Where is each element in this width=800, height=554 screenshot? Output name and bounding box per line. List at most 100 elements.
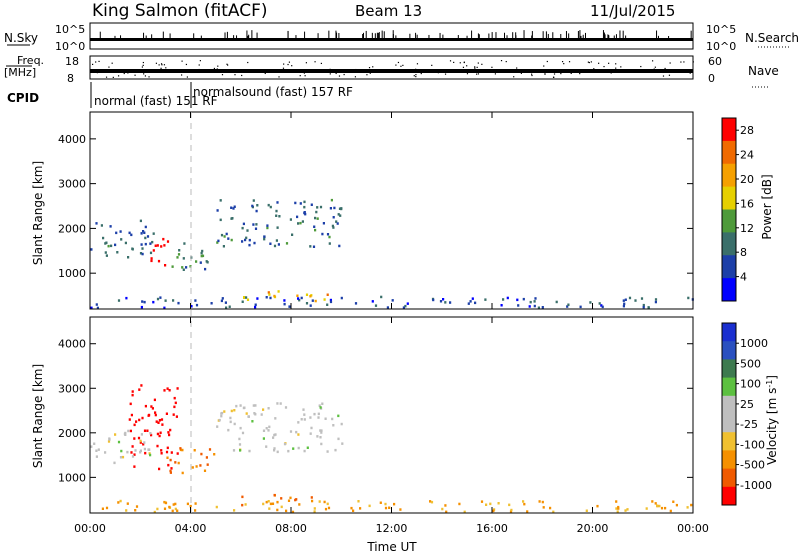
range-cell — [133, 465, 136, 468]
freq-dot — [459, 62, 461, 64]
range-cell — [189, 504, 192, 508]
freq-dot — [320, 62, 322, 65]
freq-dot — [329, 68, 331, 70]
range-cell — [624, 298, 627, 301]
y-tick-label: 3000 — [58, 382, 86, 395]
freq-dot — [142, 64, 144, 66]
range-cell — [310, 426, 313, 430]
freq-dot — [531, 73, 533, 75]
range-cell — [458, 502, 461, 506]
range-cell — [168, 433, 171, 437]
range-cell — [305, 293, 309, 296]
freq-dot — [587, 69, 589, 71]
range-cell — [277, 243, 280, 246]
range-cell — [241, 503, 244, 507]
range-cell — [616, 510, 619, 513]
range-cell — [321, 402, 324, 405]
range-cell — [140, 232, 143, 235]
range-cell — [303, 413, 306, 416]
power-colorbar-label: Power [dB] — [760, 174, 774, 239]
x-tick-label: 12:00 — [376, 522, 408, 535]
range-cell — [516, 298, 519, 302]
range-cell — [444, 301, 447, 304]
range-cell — [393, 502, 396, 506]
freq-dot — [155, 62, 158, 64]
range-cell — [299, 221, 302, 225]
range-cell — [510, 508, 513, 512]
range-cell — [522, 500, 525, 503]
range-cell — [228, 305, 231, 308]
range-cell — [326, 450, 329, 453]
freq-dot — [477, 62, 479, 64]
range-cell — [276, 201, 279, 204]
range-cell — [143, 231, 146, 234]
range-cell — [109, 225, 112, 228]
range-cell — [244, 503, 247, 506]
freq-dot — [221, 74, 224, 76]
range-cell — [267, 500, 270, 503]
range-cell — [322, 222, 325, 225]
range-cell — [337, 414, 340, 418]
freq-dot — [603, 65, 605, 68]
range-cell — [205, 456, 208, 459]
range-cell — [296, 215, 299, 219]
range-cell — [252, 404, 255, 407]
time-axis: 00:00 04:00 08:00 12:00 16:00 20:00 00:00 — [74, 112, 709, 535]
colorbar-tick-label: 16 — [740, 197, 754, 210]
range-cell — [131, 248, 134, 251]
freq-dot — [620, 66, 622, 68]
range-cell — [552, 510, 555, 514]
freq-dot — [247, 61, 249, 64]
range-cell — [164, 264, 167, 267]
power-colorbar: 4 8 12 16 20 24 28 — [721, 117, 754, 302]
range-cell — [141, 247, 144, 250]
colorbar-tick-label: 4 — [740, 271, 747, 284]
freq-dot — [402, 64, 404, 66]
range-cell — [298, 298, 301, 302]
range-cell — [128, 418, 131, 421]
range-cell — [352, 509, 355, 512]
freq-dot — [652, 69, 654, 71]
range-cell — [335, 220, 338, 223]
range-cell — [623, 302, 626, 306]
range-cell — [256, 297, 259, 300]
nsky-spikes — [99, 30, 692, 38]
range-cell — [379, 501, 382, 504]
range-cell — [105, 254, 108, 257]
freq-dot — [186, 76, 188, 78]
range-cell — [97, 448, 100, 451]
range-cell — [149, 251, 153, 255]
freq-dot — [343, 73, 345, 76]
range-cell — [675, 503, 678, 507]
range-cell — [549, 506, 552, 510]
range-cell — [310, 496, 313, 499]
range-cell — [110, 244, 113, 248]
range-cell — [251, 420, 254, 423]
range-cell — [204, 267, 207, 271]
freq-dot — [466, 73, 469, 75]
range-cell — [533, 300, 536, 303]
power-colorbar-swatch — [722, 209, 736, 233]
range-cell — [131, 455, 135, 458]
freq-dot — [144, 75, 147, 77]
range-cell — [541, 306, 544, 309]
range-cell — [169, 428, 172, 432]
range-cell — [172, 503, 175, 506]
range-cell — [252, 223, 255, 226]
range-cell — [332, 216, 335, 219]
range-cell — [117, 299, 121, 302]
range-cell — [533, 304, 536, 308]
range-cell — [634, 299, 637, 302]
range-cell — [273, 493, 276, 497]
range-cell — [126, 450, 129, 454]
range-cell — [311, 299, 314, 302]
range-cell — [291, 510, 295, 514]
range-cell — [173, 405, 176, 409]
freq-dot — [431, 64, 433, 66]
freq-dot — [315, 71, 317, 73]
range-cell — [463, 510, 466, 514]
range-cell — [241, 431, 245, 435]
range-cell — [283, 302, 286, 306]
range-cell — [265, 296, 268, 299]
range-cell — [144, 451, 147, 455]
